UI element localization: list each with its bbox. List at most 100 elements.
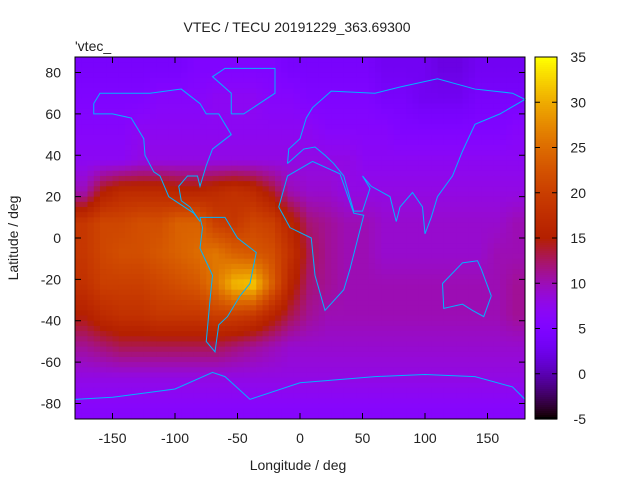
heatmap-cell — [518, 310, 526, 317]
heatmap-cell — [406, 263, 413, 270]
heatmap-cell — [368, 150, 376, 156]
heatmap-cell — [262, 77, 270, 84]
heatmap-cell — [418, 351, 426, 358]
heatmap-cell — [412, 212, 420, 218]
heatmap-cell — [193, 227, 201, 234]
heatmap-cell — [118, 57, 126, 63]
heatmap-cell — [181, 320, 188, 327]
heatmap-cell — [418, 336, 426, 342]
heatmap-cell — [93, 315, 101, 322]
heatmap-cell — [368, 222, 376, 229]
heatmap-cell — [406, 88, 413, 94]
heatmap-cell — [443, 310, 451, 317]
heatmap-cell — [331, 57, 338, 63]
heatmap-cell — [400, 320, 407, 327]
heatmap-cell — [268, 336, 276, 342]
heatmap-cell — [418, 331, 426, 337]
heatmap-cell — [387, 284, 395, 291]
heatmap-cell — [156, 144, 163, 151]
heatmap-cell — [493, 212, 501, 218]
heatmap-cell — [181, 413, 188, 420]
heatmap-cell — [512, 408, 520, 415]
heatmap-cell — [93, 398, 101, 404]
heatmap-cell — [381, 284, 388, 291]
heatmap-cell — [181, 279, 188, 286]
heatmap-cell — [93, 341, 101, 348]
heatmap-cell — [75, 160, 82, 167]
heatmap-cell — [487, 124, 495, 130]
heatmap-cell — [112, 341, 120, 348]
heatmap-cell — [231, 300, 238, 306]
heatmap-cell — [225, 248, 232, 255]
heatmap-cell — [225, 206, 232, 213]
heatmap-cell — [81, 289, 88, 296]
heatmap-cell — [231, 362, 238, 368]
heatmap-cell — [406, 217, 413, 223]
heatmap-cell — [118, 413, 126, 420]
heatmap-cell — [368, 305, 376, 311]
heatmap-cell — [293, 341, 301, 348]
heatmap-cell — [306, 212, 313, 218]
heatmap-cell — [393, 232, 401, 239]
heatmap-cell — [387, 362, 395, 368]
heatmap-cell — [250, 289, 257, 296]
heatmap-cell — [262, 367, 270, 373]
heatmap-cell — [425, 408, 432, 415]
heatmap-cell — [293, 269, 301, 275]
heatmap-cell — [406, 170, 413, 177]
heatmap-cell — [312, 331, 320, 337]
heatmap-cell — [118, 150, 126, 156]
heatmap-cell — [450, 155, 457, 161]
heatmap-cell — [137, 160, 145, 167]
heatmap-cell — [375, 325, 382, 332]
heatmap-cell — [350, 398, 357, 404]
heatmap-cell — [518, 129, 526, 136]
heatmap-cell — [387, 243, 395, 249]
heatmap-cell — [381, 336, 388, 342]
heatmap-cell — [487, 155, 495, 161]
heatmap-cell — [112, 398, 120, 404]
heatmap-cell — [318, 82, 326, 89]
heatmap-cell — [350, 274, 357, 280]
heatmap-cell — [237, 336, 245, 342]
heatmap-cell — [481, 103, 488, 110]
heatmap-cell — [193, 217, 201, 223]
heatmap-cell — [362, 248, 370, 255]
heatmap-cell — [118, 98, 126, 105]
heatmap-cell — [518, 170, 526, 177]
heatmap-cell — [468, 274, 476, 280]
heatmap-cell — [100, 408, 107, 415]
heatmap-cell — [143, 408, 151, 415]
heatmap-cell — [225, 196, 232, 203]
heatmap-cell — [450, 377, 457, 384]
heatmap-cell — [75, 217, 82, 223]
heatmap-cell — [418, 289, 426, 296]
heatmap-cell — [437, 362, 445, 368]
heatmap-cell — [175, 103, 182, 110]
heatmap-cell — [193, 124, 201, 130]
heatmap-cell — [318, 72, 326, 79]
heatmap-cell — [256, 279, 263, 286]
heatmap-cell — [150, 212, 157, 218]
heatmap-cell — [168, 150, 176, 156]
heatmap-cell — [481, 263, 488, 270]
heatmap-cell — [518, 201, 526, 208]
heatmap-cell — [462, 253, 470, 260]
heatmap-cell — [418, 238, 426, 244]
heatmap-cell — [312, 320, 320, 327]
heatmap-cell — [218, 170, 226, 177]
heatmap-cell — [256, 98, 263, 105]
heatmap-cell — [225, 227, 232, 234]
heatmap-cell — [462, 103, 470, 110]
heatmap-cell — [162, 72, 170, 79]
heatmap-cell — [506, 150, 513, 156]
heatmap-cell — [343, 315, 351, 322]
heatmap-cell — [93, 356, 101, 363]
heatmap-cell — [100, 186, 107, 192]
heatmap-cell — [212, 93, 220, 99]
heatmap-cell — [481, 356, 488, 363]
heatmap-cell — [93, 362, 101, 368]
heatmap-cell — [493, 362, 501, 368]
heatmap-cell — [237, 248, 245, 255]
heatmap-cell — [312, 325, 320, 332]
